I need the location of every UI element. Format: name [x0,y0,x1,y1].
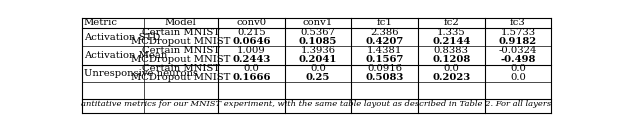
Text: 0.1208: 0.1208 [432,55,470,64]
Text: antitative metrics for our MNIST experiment, with the same table layout as descr: antitative metrics for our MNIST experim… [81,100,554,108]
Text: 0.5367: 0.5367 [301,28,335,37]
Text: -0.498: -0.498 [500,55,536,64]
Text: 0.2443: 0.2443 [232,55,271,64]
Text: MCDropout MNIST: MCDropout MNIST [131,73,230,82]
Text: 0.0: 0.0 [243,64,259,74]
Text: fc1: fc1 [376,18,392,27]
Text: -0.0324: -0.0324 [499,46,537,55]
Text: fc2: fc2 [444,18,459,27]
Text: MCDropout MNIST: MCDropout MNIST [131,37,230,46]
Text: 0.1666: 0.1666 [232,73,271,82]
Text: 0.0916: 0.0916 [367,64,402,74]
Text: Metric: Metric [84,18,118,27]
Text: 0.9182: 0.9182 [499,37,537,46]
Text: 1.009: 1.009 [237,46,266,55]
Text: 0.2144: 0.2144 [432,37,470,46]
Text: 0.0: 0.0 [310,64,326,74]
Text: 0.0646: 0.0646 [232,37,271,46]
Text: Certain MNIST: Certain MNIST [141,46,220,55]
Text: 1.5733: 1.5733 [500,28,536,37]
Text: fc3: fc3 [510,18,525,27]
Text: Certain MNIST: Certain MNIST [141,64,220,74]
Text: Certain MNIST: Certain MNIST [141,28,220,37]
Text: conv1: conv1 [303,18,333,27]
Text: 0.215: 0.215 [237,28,266,37]
Text: 0.1085: 0.1085 [299,37,337,46]
Text: Activation STD: Activation STD [84,33,160,42]
Text: 0.0: 0.0 [510,64,526,74]
Text: 1.4381: 1.4381 [367,46,403,55]
Text: MCDropout MNIST: MCDropout MNIST [131,55,230,64]
Text: 0.25: 0.25 [306,73,330,82]
Text: 0.0: 0.0 [510,73,526,82]
Text: 0.4207: 0.4207 [365,37,404,46]
Text: 0.8383: 0.8383 [434,46,468,55]
Text: Unresponsive neurons: Unresponsive neurons [84,69,198,78]
Text: 1.3936: 1.3936 [300,46,335,55]
Text: conv0: conv0 [236,18,266,27]
Text: 2.386: 2.386 [371,28,399,37]
Text: Model: Model [165,18,196,27]
Text: 0.0: 0.0 [444,64,459,74]
Text: 0.2023: 0.2023 [432,73,470,82]
Text: 0.1567: 0.1567 [365,55,404,64]
Text: 1.335: 1.335 [437,28,466,37]
Text: Activation Mean: Activation Mean [84,51,167,60]
Text: 0.2041: 0.2041 [299,55,337,64]
Text: 0.5083: 0.5083 [365,73,404,82]
